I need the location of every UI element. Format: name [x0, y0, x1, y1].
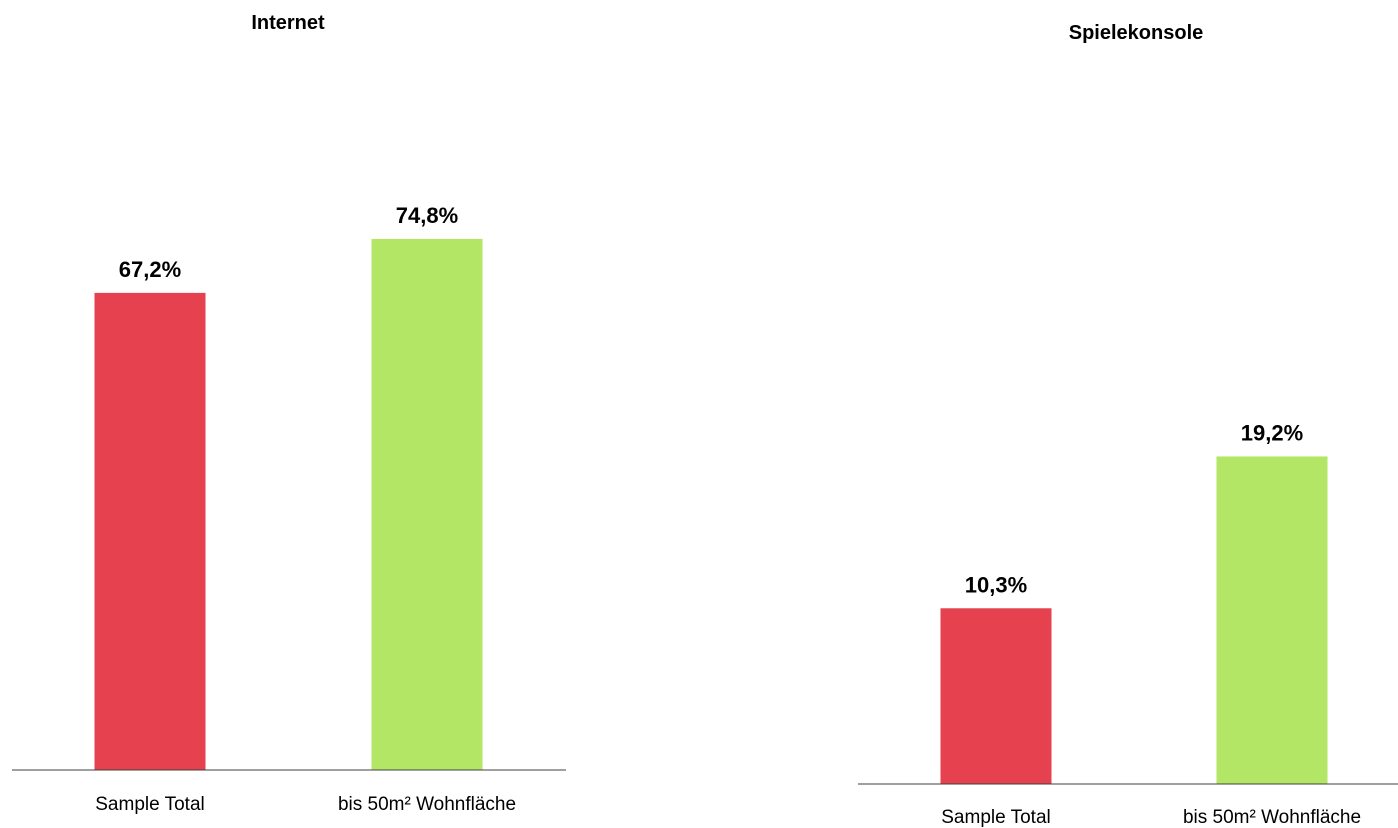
bar-sample-total-internet — [94, 292, 206, 770]
tick-label-bis-50m2-spielekonsole: bis 50m² Wohnfläche — [1183, 807, 1361, 828]
chart-title-spielekonsole: Spielekonsole — [1069, 22, 1204, 44]
bar-bis-50m2-spielekonsole — [1216, 456, 1328, 784]
tick-label-sample-total-spielekonsole: Sample Total — [941, 807, 1051, 828]
chart-title-internet: Internet — [251, 12, 325, 34]
bar-sample-total-spielekonsole — [940, 608, 1052, 784]
data-label-bis-50m2-internet: 74,8% — [396, 203, 458, 228]
tick-label-sample-total-internet: Sample Total — [95, 794, 205, 815]
chart-internet: Internet Sample Total bis 50m² Wohnfläch… — [12, 12, 566, 815]
data-label-sample-total-spielekonsole: 10,3% — [965, 572, 1027, 597]
bar-bis-50m2-internet — [371, 238, 483, 771]
chart-spielekonsole: Spielekonsole Sample Total bis 50m² Wohn… — [858, 22, 1398, 828]
tick-label-bis-50m2-internet: bis 50m² Wohnfläche — [338, 794, 516, 815]
data-label-sample-total-internet: 67,2% — [119, 257, 181, 282]
data-label-bis-50m2-spielekonsole: 19,2% — [1241, 420, 1303, 445]
